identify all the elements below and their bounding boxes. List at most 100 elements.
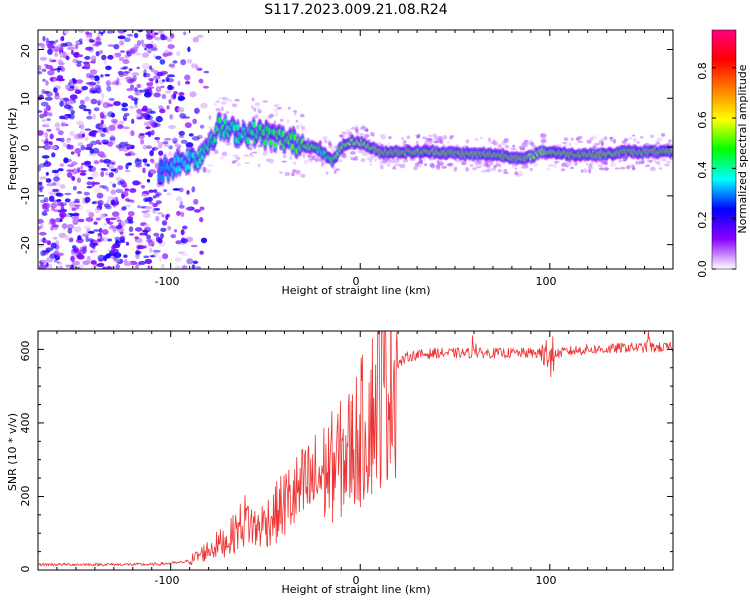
noise-blob (44, 132, 48, 139)
ridge-core (263, 141, 267, 145)
noise-blob (492, 140, 499, 146)
noise-blob (155, 55, 162, 60)
noise-blob (610, 137, 613, 142)
noise-blob (465, 167, 469, 172)
noise-blob (115, 225, 123, 230)
noise-blob (362, 153, 367, 156)
noise-blob (503, 172, 510, 175)
noise-blob (181, 253, 189, 257)
noise-blob (47, 43, 52, 49)
noise-blob (80, 145, 86, 151)
noise-blob (574, 161, 578, 167)
noise-blob (43, 144, 51, 150)
noise-blob (43, 239, 49, 244)
noise-blob (658, 167, 663, 170)
noise-blob (97, 33, 102, 37)
noise-blob (74, 148, 82, 154)
noise-blob (273, 108, 279, 112)
noise-blob (126, 88, 134, 92)
noise-blob (82, 133, 85, 137)
noise-blob (114, 236, 121, 241)
noise-blob (123, 261, 132, 267)
noise-blob (134, 159, 142, 165)
noise-blob (190, 244, 198, 248)
noise-blob (356, 132, 362, 136)
noise-blob (268, 158, 275, 164)
noise-blob (107, 221, 114, 225)
ridge-core (291, 145, 294, 149)
noise-blob (127, 162, 132, 166)
noise-blob (95, 217, 102, 221)
noise-blob (244, 161, 250, 165)
noise-blob (165, 90, 171, 94)
noise-blob (308, 159, 313, 163)
noise-blob (83, 108, 90, 112)
noise-blob (46, 118, 51, 121)
noise-blob (55, 39, 59, 43)
noise-blob (121, 206, 127, 211)
noise-blob (58, 62, 65, 66)
noise-blob (145, 30, 153, 34)
noise-blob (638, 160, 645, 165)
noise-blob (192, 260, 199, 264)
noise-blob (474, 138, 479, 141)
noise-blob (250, 105, 254, 110)
noise-blob (100, 119, 104, 126)
noise-blob (72, 168, 78, 175)
noise-blob (137, 245, 146, 250)
noise-blob (600, 138, 606, 142)
noise-blob (122, 126, 130, 130)
noise-blob (119, 50, 126, 53)
noise-blob (137, 205, 141, 209)
noise-blob (191, 186, 196, 193)
noise-blob (89, 148, 95, 154)
noise-blob (149, 158, 155, 163)
noise-blob (153, 75, 161, 80)
noise-blob (153, 92, 161, 98)
colorbar-gradient (712, 30, 736, 269)
noise-blob (363, 133, 370, 139)
noise-blob (157, 105, 164, 110)
noise-blob (349, 156, 355, 159)
noise-blob (206, 168, 212, 174)
noise-blob (48, 221, 52, 225)
noise-blob (92, 147, 100, 154)
noise-blob (95, 84, 101, 90)
noise-blob (360, 158, 366, 163)
noise-blob (226, 111, 229, 114)
noise-blob (154, 32, 158, 36)
noise-blob (89, 242, 96, 248)
noise-blob (43, 197, 49, 203)
noise-blob (632, 134, 636, 137)
noise-blob (135, 163, 142, 168)
noise-blob (295, 119, 299, 123)
noise-blob (465, 139, 470, 144)
noise-blob (442, 135, 448, 140)
noise-blob (65, 235, 69, 241)
snr-frame (37, 330, 674, 571)
ridge-core (269, 140, 272, 144)
noise-blob (154, 36, 162, 41)
noise-blob (180, 59, 187, 66)
noise-blob (66, 171, 73, 178)
noise-blob (200, 237, 208, 244)
noise-blob (625, 166, 631, 169)
noise-blob (110, 199, 116, 206)
noise-blob (84, 128, 92, 131)
noise-blob (58, 44, 62, 47)
noise-blob (100, 133, 106, 138)
noise-blob (88, 167, 93, 172)
noise-blob (124, 37, 131, 43)
noise-blob (176, 210, 181, 216)
noise-blob (474, 160, 478, 166)
noise-blob (152, 208, 157, 214)
noise-blob (38, 165, 42, 172)
noise-blob (401, 137, 404, 141)
noise-blob (128, 233, 135, 236)
noise-blob (41, 119, 47, 123)
noise-blob (101, 236, 109, 243)
noise-blob (300, 173, 306, 178)
noise-blob (122, 59, 130, 65)
ridge-band (157, 111, 673, 187)
noise-blob (588, 169, 592, 174)
